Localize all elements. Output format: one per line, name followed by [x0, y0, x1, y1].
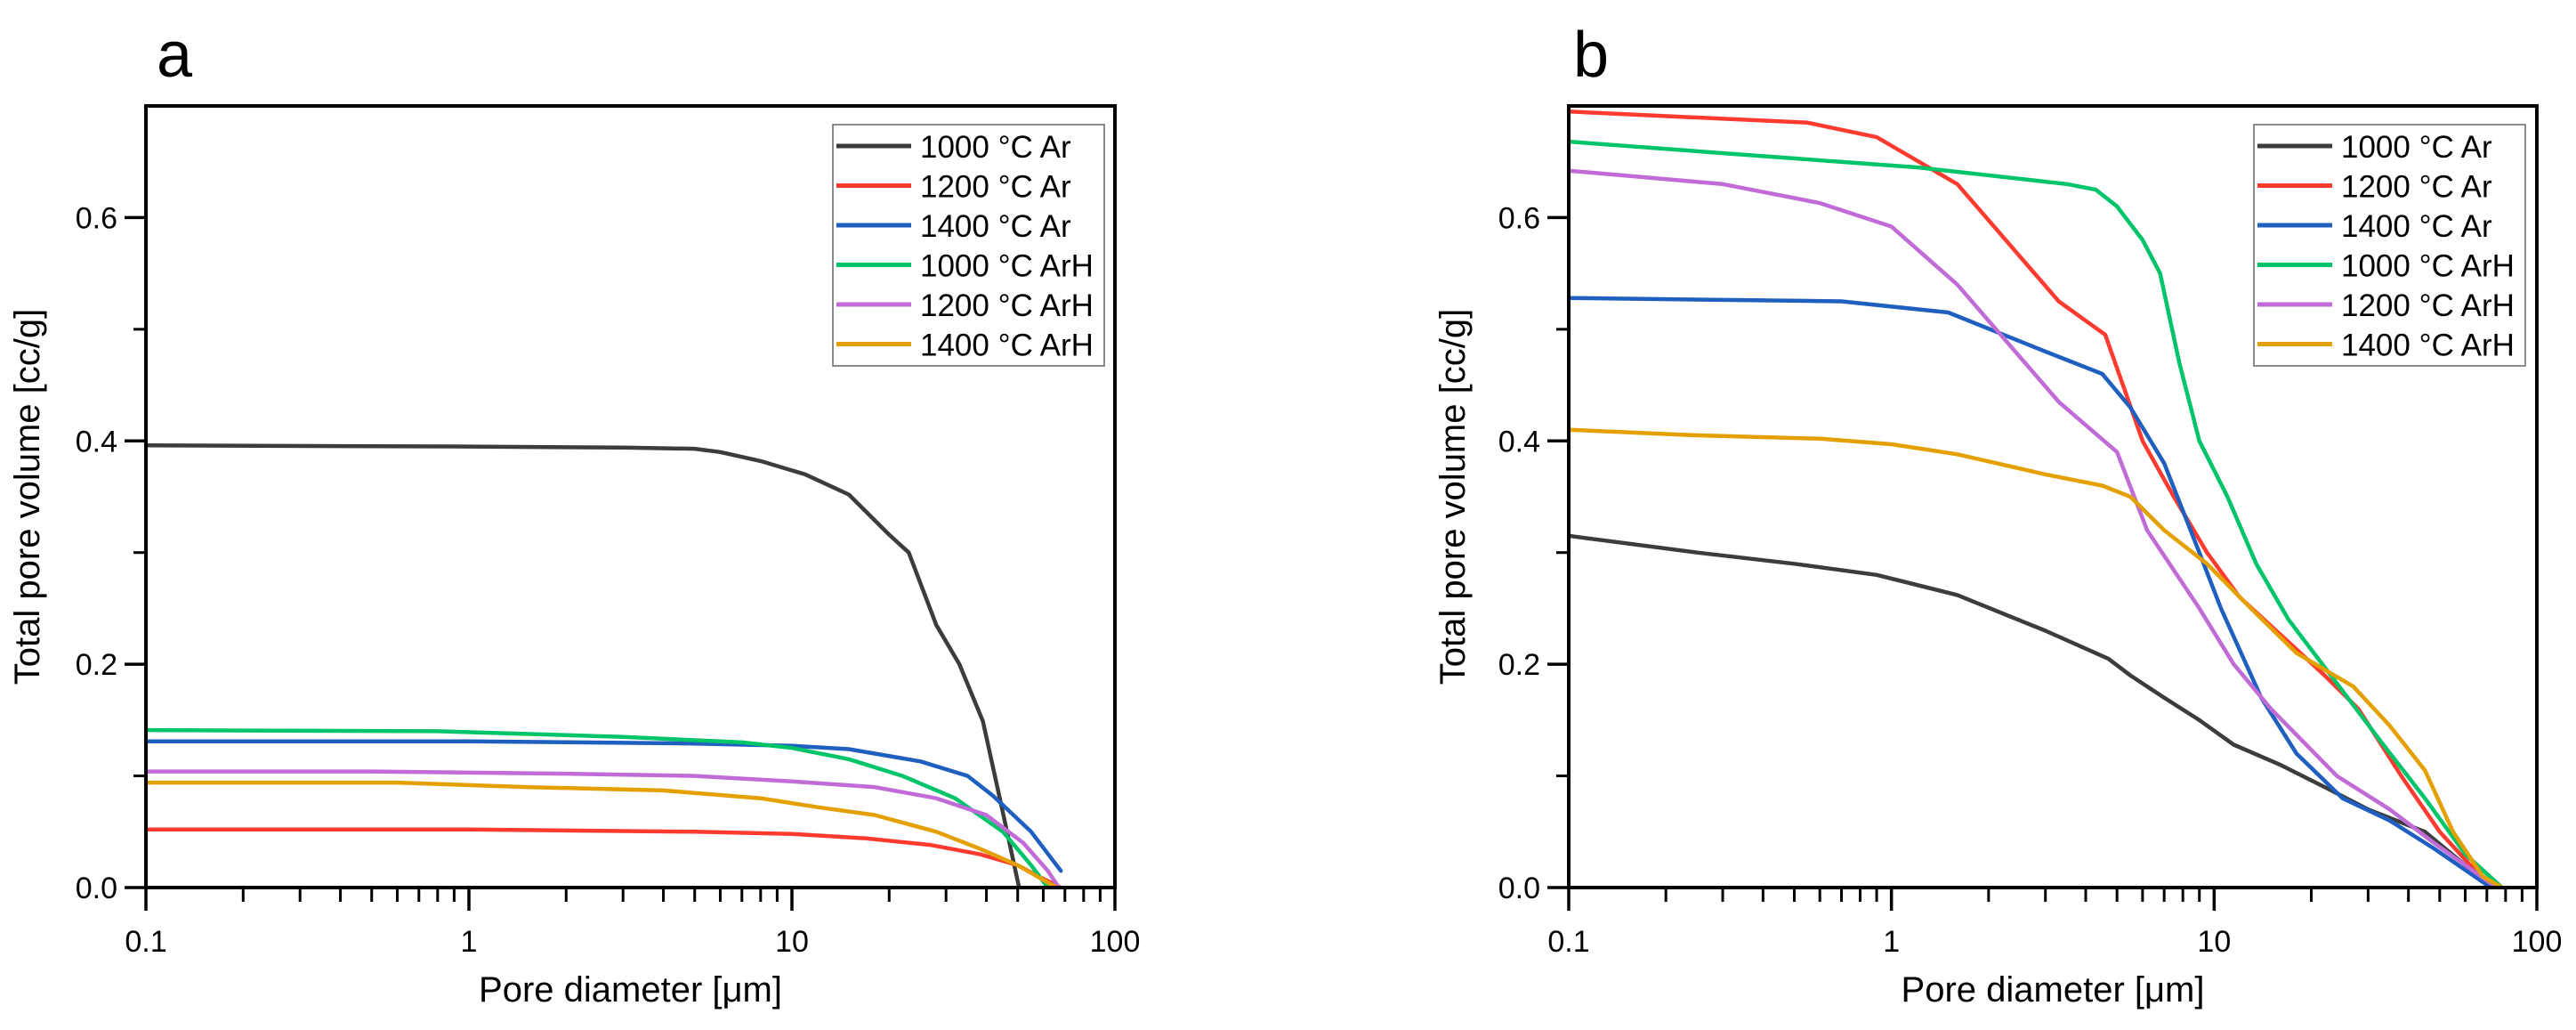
x-axis-title: Pore diameter [μm]	[1902, 970, 2205, 1010]
series-line-1200-c-arh	[1569, 168, 2499, 888]
x-tick-label: 100	[2512, 925, 2563, 959]
legend-label: 1000 °C ArH	[920, 249, 1094, 284]
series-line-1000-c-ar	[146, 443, 1022, 888]
legend-label: 1400 °C ArH	[2341, 328, 2515, 363]
legend-label: 1000 °C Ar	[920, 130, 1071, 165]
y-tick-label: 0.6	[1498, 201, 1540, 235]
plot-frame	[144, 104, 1117, 889]
series-line-1000-c-arh	[146, 727, 1050, 888]
legend-label: 1000 °C ArH	[2341, 249, 2515, 284]
legend-label: 1400 °C ArH	[920, 328, 1094, 363]
x-tick-label: 1	[1883, 925, 1900, 959]
y-tick-label: 0.6	[76, 201, 117, 235]
legend-label: 1200 °C ArH	[920, 288, 1094, 323]
y-axis-title: Total pore volume [cc/g]	[1433, 309, 1473, 685]
legend-box	[2253, 124, 2526, 367]
y-axis-title: Total pore volume [cc/g]	[8, 309, 47, 685]
x-tick-label: 0.1	[1547, 925, 1589, 959]
series-group	[146, 443, 1063, 888]
series-line-1200-c-ar	[146, 827, 1063, 888]
x-tick-label: 10	[775, 925, 809, 959]
series-line-1000-c-ar	[1569, 533, 2493, 888]
legend-label: 1000 °C Ar	[2341, 130, 2492, 165]
x-tick-label: 100	[1090, 925, 1141, 959]
series-line-1400-c-arh	[1569, 427, 2505, 888]
legend: 1000 °C Ar 1200 °C Ar 1400 °C Ar 1000 °C Ar…	[2253, 124, 2526, 367]
y-tick-label: 0.4	[1498, 425, 1540, 458]
legend-label: 1200 °C Ar	[920, 170, 1071, 205]
panel-label: b	[1573, 20, 1609, 91]
y-tick-label: 0.0	[1498, 872, 1540, 905]
y-tick-label: 0.2	[76, 648, 117, 682]
series-line-1200-c-arh	[146, 769, 1062, 888]
legend-label: 1400 °C Ar	[2341, 209, 2492, 244]
x-tick-label: 1	[461, 925, 478, 959]
y-tick-label: 0.0	[76, 872, 117, 905]
x-axis-title: Pore diameter [μm]	[479, 970, 782, 1010]
series-line-1000-c-arh	[1569, 139, 2505, 888]
series-line-1400-c-arh	[146, 780, 1059, 888]
x-tick-label: 0.1	[125, 925, 166, 959]
legend-label: 1200 °C Ar	[2341, 170, 2492, 205]
panel-a: a 0.1 1 10 100 0.0 0.2 0.4 0.6 Pore diameter [μm]…	[8, 20, 1140, 1010]
series-line-1400-c-ar	[146, 739, 1063, 873]
x-tick-label: 10	[2197, 925, 2231, 959]
legend-label: 1200 °C ArH	[2341, 288, 2515, 323]
legend-box	[832, 124, 1105, 367]
legend-label: 1400 °C Ar	[920, 209, 1071, 244]
panel-b: b 0.1 1 10 100 0.0 0.2 0.4 0.6 Pore diameter [μm]…	[1433, 20, 2562, 1010]
plot-frame	[1567, 104, 2539, 889]
panel-label: a	[157, 20, 193, 91]
series-group	[1569, 109, 2505, 888]
y-tick-label: 0.4	[76, 425, 117, 458]
y-tick-label: 0.2	[1498, 648, 1540, 682]
legend: 1000 °C Ar 1200 °C Ar 1400 °C Ar 1000 °C Ar…	[832, 124, 1105, 367]
series-line-1400-c-ar	[1569, 296, 2493, 888]
